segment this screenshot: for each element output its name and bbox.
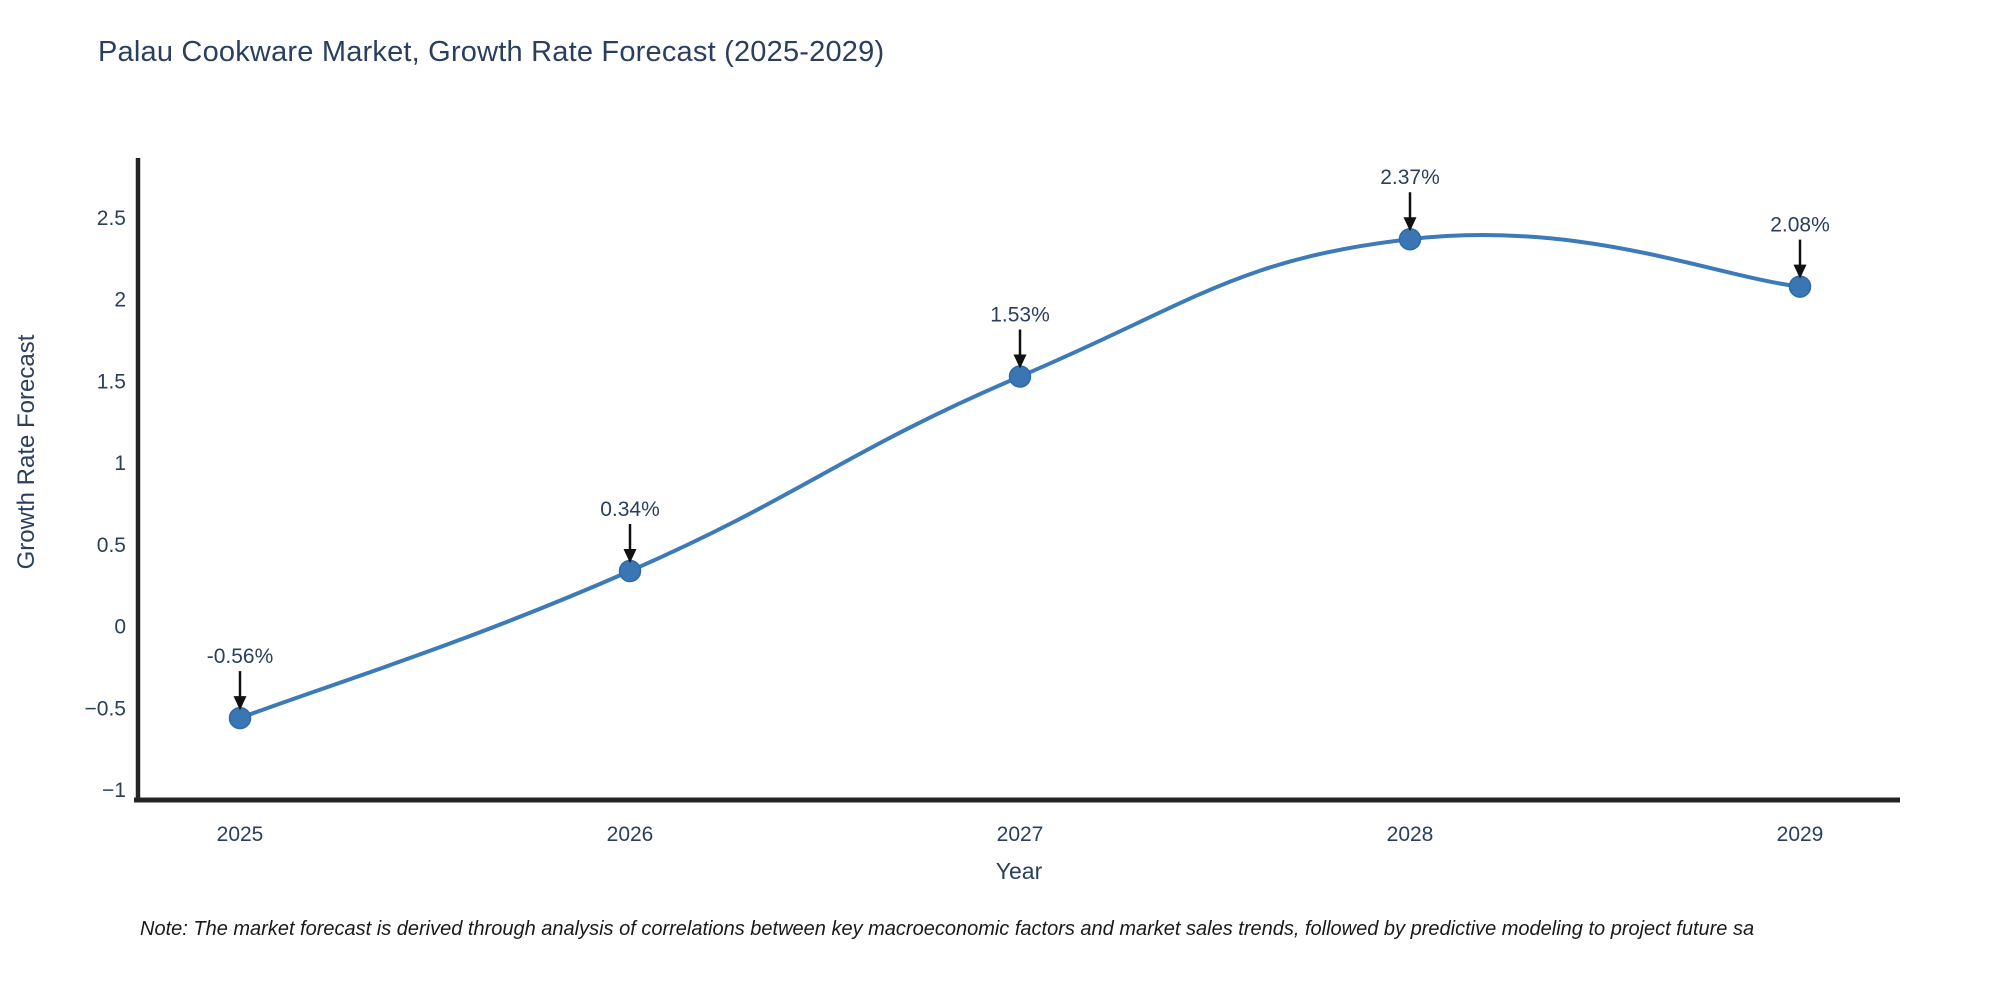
annotation-label: -0.56% [207,645,274,668]
data-point-marker [1398,227,1422,251]
data-point-marker [618,559,642,583]
x-axis-title: Year [995,858,1043,884]
annotation-arrowhead [623,549,637,564]
y-tick-label: 0 [114,616,126,639]
annotation-label: 0.34% [600,498,660,521]
annotation-label: 1.53% [990,304,1050,327]
y-tick-label: 2.5 [97,207,126,230]
annotation-arrowhead [1013,354,1027,369]
x-tick-label: 2026 [607,823,654,846]
data-point-marker [228,706,252,730]
annotation-arrowhead [1403,217,1417,232]
annotation-arrowhead [1793,264,1807,279]
y-tick-label: 2 [114,289,126,312]
x-tick-label: 2029 [1777,823,1824,846]
x-tick-label: 2028 [1387,823,1434,846]
x-tick-label: 2025 [217,823,264,846]
y-tick-label: 1.5 [97,370,126,393]
data-point-marker [1008,365,1032,388]
x-tick-label: 2027 [997,823,1044,846]
y-tick-label: −0.5 [85,697,126,720]
annotation-label: 2.08% [1770,214,1830,237]
data-point-marker [1788,275,1812,298]
annotation-label: 2.37% [1380,166,1440,189]
footnote: Note: The market forecast is derived thr… [140,918,1755,940]
y-tick-label: 1 [114,452,126,475]
annotation-arrowhead [233,696,247,711]
y-tick-label: −1 [102,779,126,802]
y-tick-label: 0.5 [97,534,126,557]
chart-title: Palau Cookware Market, Growth Rate Forec… [98,36,885,68]
